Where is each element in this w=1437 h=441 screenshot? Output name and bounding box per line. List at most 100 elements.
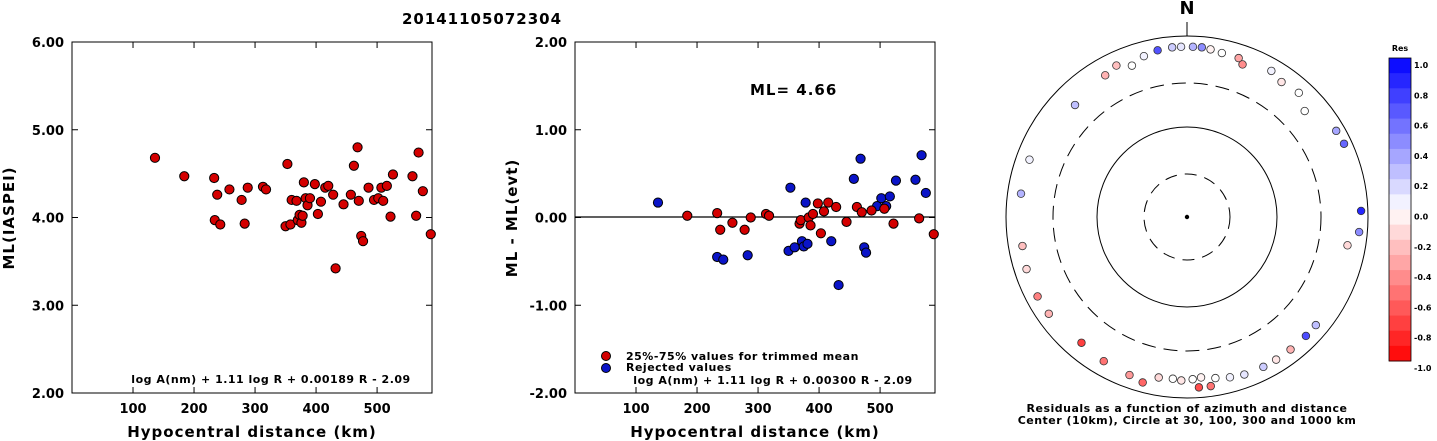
data-point-accepted [763, 210, 775, 221]
colorbar-tick-label: 0.8 [1414, 91, 1429, 100]
colorbar-cell [1389, 270, 1411, 286]
x-tick-label: 300 [744, 402, 771, 417]
y-tick-label: -2.00 [530, 387, 567, 402]
x-axis-label: Hypocentral distance (km) [127, 423, 377, 441]
data-point-accepted [812, 198, 823, 209]
station-residual-marker [1339, 139, 1349, 148]
colorbar-tick-label: -1.0 [1414, 364, 1432, 373]
station-residual-marker [1125, 370, 1134, 380]
data-point-accepted [385, 211, 396, 222]
data-point-rejected [785, 182, 796, 193]
panel-residual-vs-distance: -2.00 -1.00 0.00 1.00 2.00 100 200 300 400 500 H… [503, 36, 939, 441]
plot-frame [71, 41, 433, 394]
data-point-accepted [352, 142, 363, 153]
data-point-accepted [242, 182, 253, 193]
colorbar-cell [1389, 148, 1411, 165]
data-point-accepted [888, 218, 899, 229]
data-point-accepted [823, 197, 834, 208]
colorbar-cell [1389, 345, 1411, 362]
colorbar-cell [1389, 73, 1411, 89]
colorbar-cell [1389, 103, 1411, 120]
data-point-accepted [879, 203, 890, 214]
station-residual-marker [1354, 227, 1364, 237]
legend-label-accepted: 25%-75% values for trimmed mean [626, 350, 859, 363]
x-tick-label: 400 [302, 402, 329, 417]
colorbar-cell [1389, 194, 1411, 210]
data-point-accepted [353, 195, 364, 206]
data-point-rejected [802, 238, 813, 249]
data-point-accepted [841, 216, 852, 227]
data-point-accepted [363, 182, 374, 193]
colorbar-cell [1389, 133, 1411, 150]
colorbar-tick-label: 1.0 [1414, 61, 1429, 70]
data-point-rejected [742, 250, 753, 261]
colorbar-tick-label: -0.8 [1414, 334, 1432, 343]
station-residual-marker [1101, 71, 1110, 80]
data-point-accepted [745, 212, 756, 223]
station-residual-marker [1153, 46, 1162, 55]
data-point-accepted [304, 193, 316, 204]
station-residual-marker [1188, 375, 1197, 384]
data-point-accepted [715, 224, 726, 235]
data-point-accepted [381, 180, 392, 192]
colorbar: Res 1.0 0.8 0.6 0.4 0.2 0.0 -0.2 -0.4 -0.6 -0.8 -1… [1388, 44, 1432, 373]
station-residual-marker [1356, 206, 1366, 216]
data-point-accepted [282, 158, 293, 170]
data-point-accepted [149, 152, 161, 163]
station-residual-marker [1099, 357, 1108, 366]
data-point-accepted [330, 263, 341, 274]
data-point-accepted [387, 169, 399, 180]
y-tick-label: 6.00 [32, 36, 64, 51]
colorbar-title: Res [1392, 44, 1409, 53]
station-residual-marker [1294, 88, 1303, 98]
colorbar-cell [1389, 88, 1411, 104]
data-point-accepted [807, 208, 819, 220]
data-point-accepted [312, 208, 323, 220]
station-residual-marker [1016, 189, 1026, 198]
colorbar-frame [1388, 57, 1412, 362]
station-residual-marker [1018, 241, 1027, 251]
y-tick-label: 2.00 [535, 36, 567, 51]
data-point-rejected [855, 153, 866, 164]
north-label: N [1179, 0, 1194, 19]
station-residual-marker [1044, 309, 1053, 318]
station-residual-marker [1188, 42, 1198, 52]
station-residual-marker [1277, 77, 1286, 87]
station-residual-marker [1301, 331, 1311, 341]
colorbar-cell [1389, 239, 1411, 256]
data-point-accepted [260, 184, 272, 195]
data-point-accepted [866, 205, 877, 216]
colorbar-tick-label: 0.6 [1414, 122, 1429, 131]
data-point-accepted [815, 228, 826, 239]
colorbar-tick-label: -0.2 [1414, 243, 1432, 252]
x-tick-label: 100 [119, 402, 146, 417]
data-point-accepted [209, 172, 220, 184]
legend-marker-accepted [601, 351, 611, 361]
colorbar-tick-label: 0.0 [1414, 213, 1429, 222]
formula-label: log A(nm) + 1.11 log R + 0.00189 R - 2.0… [131, 373, 410, 386]
data-point-accepted [309, 179, 320, 190]
station-residual-marker [1022, 264, 1031, 274]
data-point-accepted [215, 219, 226, 230]
caption-line-2: Center (10km), Circle at 30, 100, 300 an… [1018, 414, 1357, 427]
data-point-accepted [212, 189, 223, 200]
data-point-accepted [236, 194, 247, 206]
y-tick-label: 0.00 [535, 212, 567, 227]
colorbar-cell [1389, 315, 1411, 332]
legend-label-rejected: Rejected values [626, 361, 732, 374]
station-residual-marker [1211, 373, 1220, 383]
colorbar-cell [1389, 179, 1411, 195]
x-tick-label: 400 [805, 402, 832, 417]
panel-azimuth-distance: N Residuals as a function of azimuth and… [1005, 0, 1369, 427]
station-residual-marker [1206, 381, 1215, 391]
x-tick-label: 200 [180, 402, 207, 417]
data-point-accepted [411, 210, 422, 221]
figure-title: 20141105072304 [402, 10, 562, 28]
data-point-accepted [298, 177, 309, 188]
station-residual-marker [1168, 374, 1178, 383]
station-residual-marker [1033, 292, 1042, 301]
y-tick-label: 2.00 [32, 387, 64, 402]
data-point-rejected [718, 254, 729, 265]
data-point-rejected [833, 279, 844, 291]
